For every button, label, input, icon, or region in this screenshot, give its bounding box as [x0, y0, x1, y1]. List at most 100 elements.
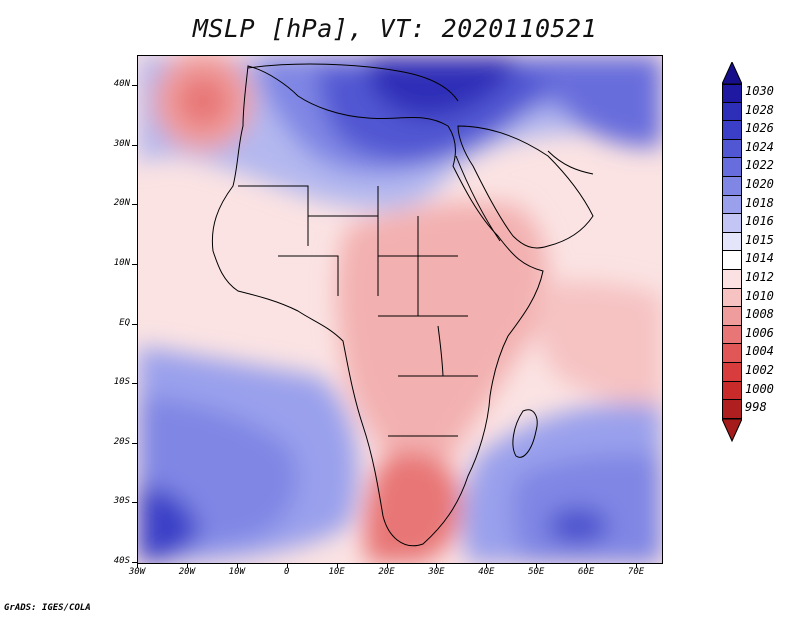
lon-tick — [536, 563, 538, 568]
colorbar-swatch — [722, 325, 742, 345]
colorbar-swatch — [722, 139, 742, 159]
colorbar-label-1016: 1016 — [745, 214, 774, 229]
lat-tick — [132, 562, 137, 563]
colorbar-label-1030: 1030 — [745, 84, 774, 98]
colorbar-swatch — [722, 363, 742, 382]
lat-tick — [132, 502, 137, 504]
lat-label-eq: EQ — [119, 317, 130, 328]
lat-tick — [132, 383, 137, 385]
africa-coastline — [211, 65, 544, 547]
lon-tick — [137, 563, 138, 568]
colorbar-label-1022: 1022 — [745, 158, 774, 173]
south-atlantic-high-core — [138, 486, 198, 563]
lon-tick — [186, 563, 188, 568]
lon-label-40e: 40E — [478, 567, 495, 577]
west-africa-borders — [238, 185, 379, 296]
lat-tick — [132, 263, 137, 265]
lon-tick — [386, 563, 388, 568]
lat-tick — [132, 204, 137, 206]
colorbar-swatch — [722, 381, 742, 401]
colorbar-label-1015: 1015 — [745, 232, 774, 247]
lat-tick — [132, 144, 137, 146]
colorbar-swatch — [722, 102, 742, 122]
lon-label-30w: 30W — [128, 567, 146, 577]
colorbar-label-1028: 1028 — [745, 102, 774, 117]
colorbar-label-1002: 1002 — [745, 363, 774, 377]
colorbar-swatch — [722, 121, 742, 140]
plot-title: MSLP [hPa], VT: 2020110521 — [192, 14, 598, 43]
colorbar-swatch — [722, 232, 742, 252]
colorbar-label-1024: 1024 — [745, 139, 774, 154]
colorbar-swatch — [722, 84, 742, 103]
colorbar-swatch — [722, 214, 742, 233]
colorbar-label-1018: 1018 — [745, 195, 774, 210]
tropical-low — [336, 202, 548, 496]
colorbar-label-998: 998 — [745, 400, 767, 415]
grads-credit: GrADS: IGES/COLA — [4, 603, 91, 613]
colorbar-swatch — [722, 344, 742, 363]
colorbar-swatch — [722, 270, 742, 289]
lon-tick — [286, 563, 288, 568]
south-indian-high-core — [548, 508, 608, 544]
lon-label-10e: 10E — [328, 567, 345, 577]
great-lakes — [437, 325, 444, 377]
lon-label-20e: 20E — [378, 567, 395, 577]
colorbar-label-1006: 1006 — [745, 325, 774, 340]
asia-high — [538, 56, 662, 147]
colorbar-label-1000: 1000 — [745, 381, 774, 396]
colorbar-swatch — [722, 251, 742, 270]
lat-tick — [132, 323, 137, 325]
lon-tick — [586, 563, 588, 568]
madagascar — [512, 409, 538, 458]
indian-ocean-low — [536, 281, 662, 416]
lon-label-20w: 20W — [178, 567, 196, 577]
colorbar-label-1010: 1010 — [745, 288, 774, 303]
colorbar-swatch — [722, 288, 742, 308]
lat-label-40n: 40N — [113, 79, 130, 89]
lat-label-20s: 20S — [113, 436, 130, 447]
lon-label-50e: 50E — [528, 567, 545, 577]
colorbar-swatch — [722, 307, 742, 326]
colorbar-bottom-arrow — [722, 418, 742, 443]
lon-label-60e: 60E — [578, 567, 595, 577]
south-indian-high-mid — [511, 454, 662, 563]
lon-label-10w: 10W — [228, 567, 245, 577]
colorbar-label-1020: 1020 — [745, 177, 774, 191]
lon-label-30e: 30E — [428, 567, 445, 577]
lat-label-40s: 40S — [113, 556, 130, 566]
colorbar-label-1014: 1014 — [745, 251, 774, 266]
colorbar-swatch — [722, 195, 742, 215]
pressure-map — [138, 56, 662, 563]
central-africa-borders — [378, 216, 478, 437]
colorbar-label-1012: 1012 — [745, 270, 774, 284]
lon-tick — [486, 563, 488, 568]
colorbar-swatch — [722, 158, 742, 177]
southern-africa-low — [364, 452, 461, 563]
arabia-coastline — [457, 125, 594, 249]
lon-label-0: 0 — [283, 567, 290, 577]
lat-tick — [132, 85, 137, 86]
lon-label-70e: 70E — [627, 567, 645, 577]
mediterranean-coast — [247, 63, 459, 102]
coastline-layer — [211, 63, 594, 547]
atlantic-low-core — [178, 76, 228, 126]
persian-gulf — [547, 150, 594, 175]
lat-label-30n: 30N — [113, 138, 130, 149]
lat-tick — [132, 442, 137, 444]
colorbar-label-1008: 1008 — [745, 307, 774, 322]
lat-label-10n: 10N — [113, 257, 130, 268]
lon-tick — [636, 563, 638, 568]
colorbar-label-1004: 1004 — [745, 344, 774, 359]
colorbar-top-arrow — [722, 62, 742, 85]
lat-label-20n: 20N — [113, 198, 130, 209]
red-sea — [455, 155, 501, 242]
map-panel — [137, 55, 663, 564]
lat-label-30s: 30S — [113, 496, 130, 507]
lon-tick — [436, 563, 438, 568]
colorbar-swatch — [722, 177, 742, 196]
lon-tick — [236, 563, 238, 568]
colorbar-swatch — [722, 400, 742, 419]
lat-label-10s: 10S — [113, 377, 130, 388]
colorbar-label-1026: 1026 — [745, 121, 774, 136]
lon-tick — [336, 563, 338, 568]
